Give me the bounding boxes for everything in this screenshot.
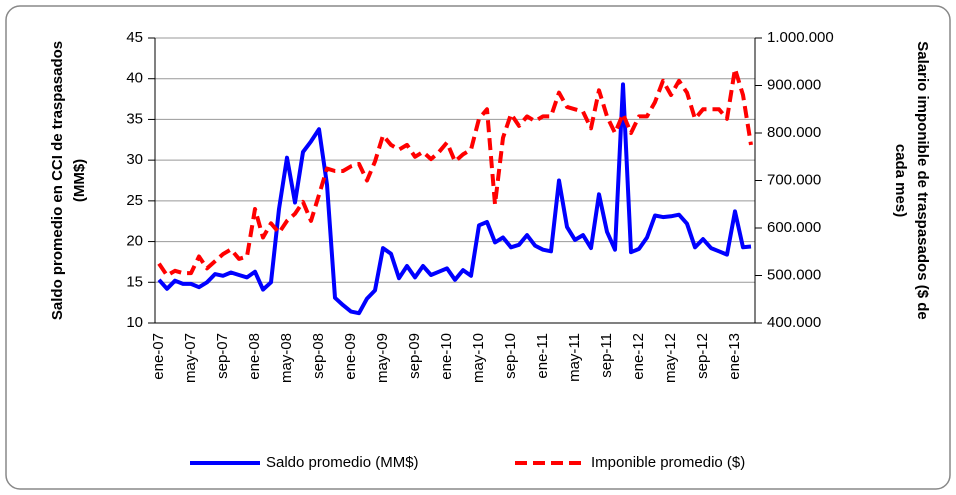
y2-tick-label: 700.000 [767, 171, 821, 188]
y-tick-label: 20 [126, 233, 143, 250]
x-tick-label: sep-12 [694, 333, 711, 379]
x-tick-label: ene-11 [534, 333, 551, 379]
y-axis-label: (MM$) [71, 159, 88, 202]
y2-tick-label: 800.000 [767, 124, 821, 141]
x-tick-label: may-09 [374, 333, 391, 383]
legend-label: Saldo promedio (MM$) [266, 454, 419, 471]
y-axis-label: Saldo promedio en CCI de traspasados [49, 41, 66, 320]
y-tick-label: 45 [126, 29, 143, 46]
y-tick-label: 10 [126, 314, 143, 331]
y-tick-label: 15 [126, 273, 143, 290]
y-tick-label: 30 [126, 151, 143, 168]
series-line [157, 82, 752, 316]
x-tick-label: ene-08 [246, 333, 263, 380]
y-tick-label: 40 [126, 70, 143, 87]
y2-axis-label: cada mes) [892, 144, 909, 217]
x-tick-label: ene-10 [438, 333, 455, 380]
x-tick-label: may-12 [662, 333, 679, 383]
y2-tick-label: 600.000 [767, 219, 821, 236]
series-line [157, 66, 753, 278]
x-tick-label: may-11 [566, 333, 583, 382]
x-tick-label: may-10 [470, 333, 487, 383]
x-tick-label: sep-07 [214, 333, 231, 379]
x-tick-label: ene-07 [150, 333, 167, 380]
x-tick-label: sep-09 [406, 333, 423, 379]
y2-tick-label: 500.000 [767, 266, 821, 283]
y2-tick-label: 900.000 [767, 76, 821, 93]
y-tick-label: 35 [126, 110, 143, 127]
x-tick-label: sep-10 [502, 333, 519, 379]
x-tick-label: sep-11 [598, 333, 615, 378]
x-tick-label: ene-09 [342, 333, 359, 380]
x-tick-label: ene-13 [726, 333, 743, 380]
x-tick-label: sep-08 [310, 333, 327, 379]
x-tick-label: ene-12 [630, 333, 647, 380]
y2-tick-label: 1.000.000 [767, 29, 834, 46]
legend-item: Saldo promedio (MM$) [190, 454, 419, 471]
y2-axis-label: Salario imponible de traspasados ($ de [914, 41, 931, 319]
legend-item: Imponible promedio ($) [515, 454, 745, 471]
chart-border [5, 5, 951, 490]
y-tick-label: 25 [126, 192, 143, 209]
legend-label: Imponible promedio ($) [591, 454, 745, 471]
x-tick-label: may-08 [278, 333, 295, 383]
y2-tick-label: 400.000 [767, 314, 821, 331]
x-tick-label: may-07 [182, 333, 199, 383]
